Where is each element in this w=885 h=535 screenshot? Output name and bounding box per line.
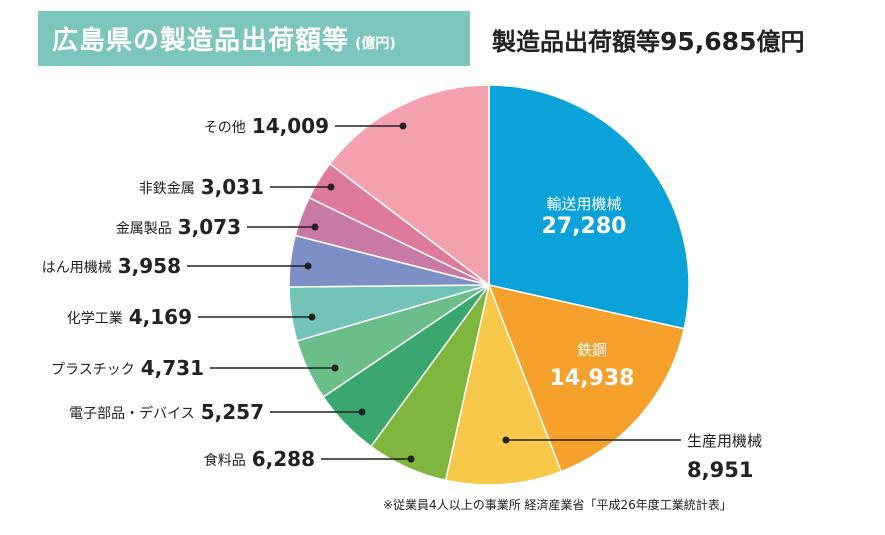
slice-label: 輸送用機械 <box>546 195 621 213</box>
leader-dot <box>407 455 415 463</box>
total-value: 製造品出荷額等95,685億円 <box>492 22 804 57</box>
total-label: 製造品出荷額等 <box>492 28 660 56</box>
slice-value-label: 3,031 <box>201 175 264 199</box>
leader-dot <box>308 313 316 321</box>
leader-dot <box>304 262 312 270</box>
slice-label: 生産用機械 <box>687 432 762 450</box>
slice-label: 非鉄金属 <box>139 181 195 197</box>
slice-label: 鉄鋼 <box>577 341 607 359</box>
slice-label: 電子部品・デバイス <box>69 405 195 422</box>
leader-dot <box>358 408 366 416</box>
slice-value-label: 3,073 <box>178 215 241 239</box>
slice-value-label: 3,958 <box>118 254 181 278</box>
chart-title-unit: (億円) <box>355 35 396 52</box>
pie-slice <box>444 282 563 486</box>
slice-value-label: 6,288 <box>252 447 315 471</box>
slice-label: その他 <box>204 120 246 136</box>
slice-value-label: 27,280 <box>542 214 627 239</box>
slice-label: 化学工業 <box>67 311 123 327</box>
slice-label: 金属製品 <box>116 221 172 237</box>
leader-dot <box>502 436 510 444</box>
leader-dot <box>331 364 339 372</box>
slice-value-label: 14,009 <box>252 114 329 138</box>
chart-title-box: 広島県の製造品出荷額等 (億円) <box>38 11 470 66</box>
slice-label: はん用機械 <box>42 260 112 276</box>
slice-value-label: 4,731 <box>141 356 204 380</box>
slice-value-label: 5,257 <box>201 400 264 424</box>
pie-slice <box>328 84 490 287</box>
chart-title: 広島県の製造品出荷額等 <box>52 26 350 56</box>
leader-dot <box>311 223 319 231</box>
pie-slice <box>488 84 690 330</box>
slice-value-label: 8,951 <box>687 458 753 482</box>
leader-dot <box>399 122 407 130</box>
source-note: ※従業員4人以上の事業所 経済産業省「平成26年度工業統計表」 <box>383 498 732 512</box>
slice-value-label: 4,169 <box>129 305 192 329</box>
slice-label: 食料品 <box>204 452 246 469</box>
total-number: 95,685 <box>660 27 757 56</box>
slice-label: プラスチック <box>51 362 135 378</box>
total-unit: 億円 <box>756 28 805 56</box>
pie-slice <box>487 283 686 473</box>
leader-dot <box>327 183 335 191</box>
slice-value-label: 14,938 <box>550 366 635 391</box>
